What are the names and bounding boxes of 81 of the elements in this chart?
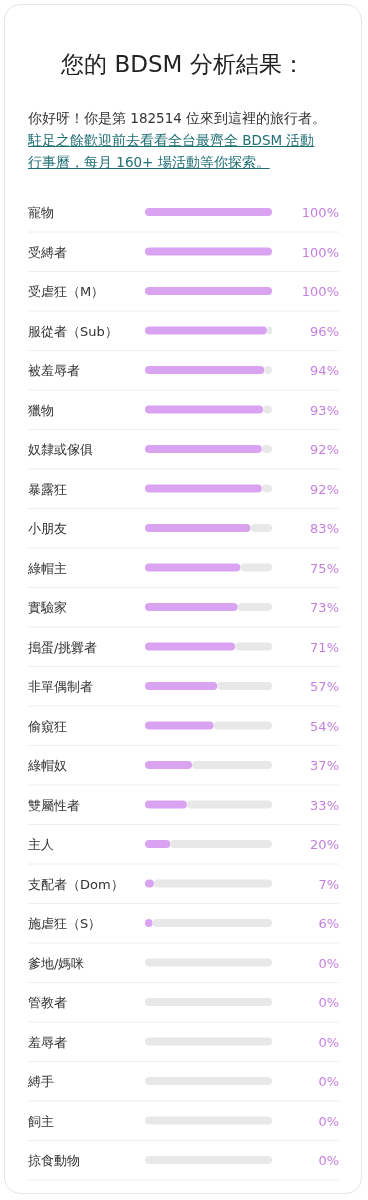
y-tick-label: 施虐狂（S）: [28, 916, 102, 931]
y-tick-label: 被羞辱者: [28, 363, 80, 378]
y-tick-label: 非單偶制者: [28, 679, 93, 694]
data-label: 71%: [310, 639, 339, 655]
chart-subtitle: 你好呀！你是第 182514 位來到這裡的旅行者。: [28, 110, 327, 126]
y-tick-label: 羞辱者: [28, 1034, 67, 1050]
data-label: 0%: [318, 1153, 339, 1168]
data-label: 96%: [310, 323, 339, 339]
y-tick-label: 綠帽奴: [27, 758, 67, 773]
y-tick-label: 受虐狂（M）: [28, 284, 105, 299]
data-label: 100%: [301, 284, 339, 299]
y-tick-label: 搗蛋/挑釁者: [28, 639, 98, 655]
data-label: 0%: [318, 955, 339, 971]
y-tick-label: 支配者（Dom）: [28, 876, 124, 892]
data-label: 75%: [310, 560, 339, 576]
bar: [170, 840, 272, 848]
bar: [145, 563, 241, 572]
y-tick-label: 暴露狂: [28, 481, 67, 497]
y-tick-label: 偷窺狂: [28, 718, 67, 734]
bar: [237, 603, 272, 611]
bar: [152, 919, 272, 927]
y-tick-label: 管教者: [28, 995, 67, 1010]
bar: [145, 326, 267, 335]
bar: [145, 247, 272, 256]
bar: [145, 761, 192, 769]
data-label: 7%: [318, 876, 339, 892]
data-label: 94%: [310, 363, 339, 378]
data-label: 33%: [310, 797, 339, 813]
data-label: 100%: [301, 205, 339, 220]
bar: [153, 879, 272, 888]
chart-title: 您的 BDSM 分析結果：: [60, 50, 306, 79]
data-label: 20%: [310, 837, 339, 852]
bar: [145, 642, 236, 651]
y-tick-label: 雙屬性者: [28, 797, 80, 813]
y-tick-label: 爹地/媽咪: [28, 955, 85, 971]
y-tick-label: 縛手: [27, 1074, 54, 1089]
data-label: 54%: [310, 718, 339, 734]
data-label: 0%: [318, 995, 339, 1010]
bar: [217, 682, 272, 690]
bar: [213, 721, 272, 730]
bar: [145, 366, 265, 374]
y-tick-label: 實驗家: [28, 600, 67, 615]
bar: [186, 800, 272, 809]
y-tick-label: 受縛者: [28, 244, 67, 260]
y-tick-label: 奴隸或傢俱: [28, 442, 93, 457]
data-label: 73%: [310, 600, 339, 615]
data-label: 100%: [301, 244, 339, 260]
bar: [240, 563, 272, 572]
y-tick-label: 主人: [28, 837, 54, 852]
bar: [191, 761, 272, 769]
text: 駐足之餘歡迎前去看看全台最齊全 BDSM 活動行事曆，每月 160+ 場活動等你探索。: [28, 132, 315, 170]
bar: [145, 405, 264, 414]
bar: [145, 840, 171, 848]
bar: [145, 484, 262, 493]
bar: [250, 524, 272, 532]
bar: [145, 445, 262, 453]
bar: [145, 682, 218, 690]
data-label: 92%: [310, 442, 339, 457]
y-tick-label: 寵物: [28, 205, 54, 220]
data-label: 83%: [310, 521, 339, 536]
y-tick-label: 小朋友: [28, 521, 67, 536]
bar: [145, 603, 238, 611]
y-tick-label: 飼主: [28, 1113, 54, 1129]
data-label: 92%: [310, 481, 339, 497]
bar: [235, 642, 272, 651]
bar: [145, 721, 214, 730]
data-label: 93%: [310, 402, 339, 418]
bar: [145, 524, 251, 532]
data-label: 0%: [318, 1113, 339, 1129]
data-label: 0%: [318, 1074, 339, 1089]
bar: [145, 800, 187, 809]
data-label: 57%: [310, 679, 339, 694]
bar: [145, 208, 272, 216]
y-tick-label: 服從者（Sub）: [28, 323, 118, 339]
data-label: 6%: [318, 916, 339, 931]
bar: [145, 287, 272, 295]
y-tick-label: 掠食動物: [28, 1153, 80, 1168]
y-tick-label: 獵物: [28, 402, 54, 418]
y-tick-label: 綠帽主: [27, 560, 67, 576]
data-label: 37%: [310, 758, 339, 773]
data-label: 0%: [318, 1034, 339, 1050]
